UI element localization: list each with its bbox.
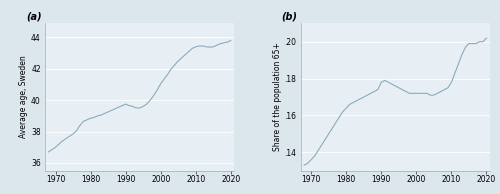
Text: (b): (b) [282,11,298,22]
Text: (a): (a) [26,11,42,22]
Y-axis label: Average age, Sweden: Average age, Sweden [20,56,28,138]
Y-axis label: Share of the population 65+: Share of the population 65+ [272,42,281,152]
